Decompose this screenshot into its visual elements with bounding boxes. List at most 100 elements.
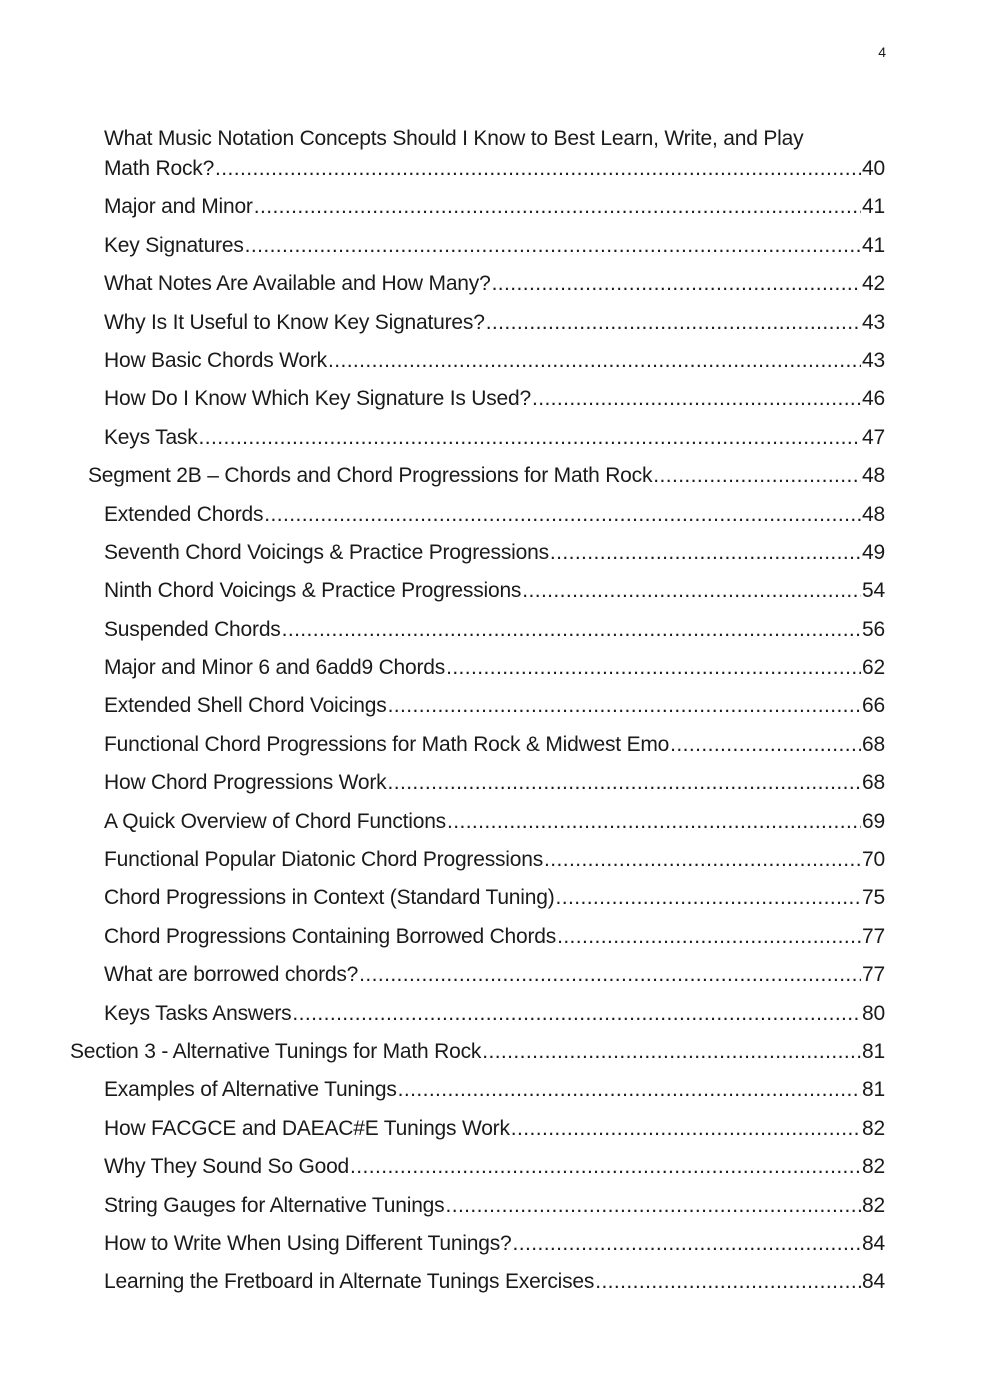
toc-entry-page: 82 — [862, 1116, 885, 1140]
dot-leader — [245, 231, 861, 261]
toc-entry[interactable]: How Basic Chords Work 43 — [104, 346, 885, 376]
dot-leader — [282, 615, 861, 645]
dot-leader — [511, 1114, 861, 1144]
dot-leader — [670, 730, 861, 760]
toc-entry-page: 81 — [862, 1078, 885, 1102]
toc-entry[interactable]: Keys Task 47 — [104, 423, 885, 453]
toc-entry[interactable]: Functional Popular Diatonic Chord Progre… — [104, 845, 885, 875]
toc-entry-page: 70 — [862, 848, 885, 872]
toc-entry[interactable]: Examples of Alternative Tunings 81 — [104, 1075, 885, 1105]
toc-entry[interactable]: Why Is It Useful to Know Key Signatures?… — [104, 308, 885, 338]
dot-leader — [447, 807, 861, 837]
toc-entry[interactable]: How to Write When Using Different Tuning… — [104, 1229, 885, 1259]
toc-entry-page: 81 — [862, 1039, 885, 1063]
toc-entry-title: Extended Chords — [104, 502, 264, 526]
toc-entry-title: Major and Minor 6 and 6add9 Chords — [104, 656, 446, 680]
dot-leader — [556, 883, 862, 913]
dot-leader — [264, 500, 861, 530]
dot-leader — [398, 1075, 861, 1105]
dot-leader — [653, 461, 861, 491]
toc-entry-title: Chord Progressions in Context (Standard … — [104, 886, 555, 910]
toc-entry[interactable]: How FACGCE and DAEAC#E Tunings Work 82 — [104, 1114, 885, 1144]
toc-entry-title: Math Rock? — [104, 157, 215, 180]
toc-entry-title: String Gauges for Alternative Tunings — [104, 1193, 445, 1217]
toc-entry-page: 82 — [862, 1155, 885, 1179]
toc-entry-page: 75 — [862, 886, 885, 910]
toc-entry[interactable]: Ninth Chord Voicings & Practice Progress… — [104, 576, 885, 606]
dot-leader — [445, 1191, 861, 1221]
toc-entry-page: 43 — [862, 348, 885, 372]
toc-entry-title: How Chord Progressions Work — [104, 771, 387, 795]
toc-entry-page: 62 — [862, 656, 885, 680]
toc-entry-page: 41 — [862, 233, 885, 257]
toc-entry-title: How FACGCE and DAEAC#E Tunings Work — [104, 1116, 510, 1140]
toc-entry-title: Seventh Chord Voicings & Practice Progre… — [104, 540, 549, 564]
toc-entry-title: Why They Sound So Good — [104, 1155, 350, 1179]
toc-entry[interactable]: A Quick Overview of Chord Functions 69 — [104, 807, 885, 837]
toc-entry-page: 42 — [862, 272, 885, 296]
toc-entry[interactable]: Functional Chord Progressions for Math R… — [104, 730, 885, 760]
toc-entry[interactable]: Section 3 - Alternative Tunings for Math… — [70, 1037, 885, 1067]
toc-entry-page: 43 — [862, 310, 885, 334]
table-of-contents: What Music Notation Concepts Should I Kn… — [0, 124, 990, 1306]
toc-entry-page: 69 — [862, 809, 885, 833]
toc-entry[interactable]: What Music Notation Concepts Should I Kn… — [104, 124, 885, 184]
dot-leader — [513, 1229, 862, 1259]
toc-entry[interactable]: Key Signatures 41 — [104, 231, 885, 261]
dot-leader — [446, 653, 861, 683]
toc-entry-page: 49 — [862, 540, 885, 564]
dot-leader — [388, 691, 861, 721]
dot-leader — [595, 1267, 861, 1297]
toc-entry-title: Extended Shell Chord Voicings — [104, 694, 387, 718]
toc-entry-title: A Quick Overview of Chord Functions — [104, 809, 446, 833]
toc-entry[interactable]: What are borrowed chords? 77 — [104, 960, 885, 990]
toc-entry-page: 48 — [862, 502, 885, 526]
toc-entry[interactable]: What Notes Are Available and How Many? 42 — [104, 269, 885, 299]
toc-entry-page: 84 — [862, 1270, 885, 1294]
toc-entry[interactable]: Learning the Fretboard in Alternate Tuni… — [104, 1267, 885, 1297]
toc-entry[interactable]: Major and Minor 6 and 6add9 Chords 62 — [104, 653, 885, 683]
dot-leader — [522, 576, 861, 606]
toc-entry-title: What are borrowed chords? — [104, 963, 359, 987]
toc-entry-title: Learning the Fretboard in Alternate Tuni… — [104, 1270, 595, 1294]
toc-entry[interactable]: Chord Progressions in Context (Standard … — [104, 883, 885, 913]
toc-entry-title: Functional Chord Progressions for Math R… — [104, 732, 670, 756]
toc-entry[interactable]: Keys Tasks Answers 80 — [104, 999, 885, 1029]
toc-entry-page: 40 — [862, 157, 885, 180]
toc-entry[interactable]: Extended Shell Chord Voicings 66 — [104, 691, 885, 721]
toc-entry[interactable]: Major and Minor 41 — [104, 192, 885, 222]
dot-leader — [199, 423, 862, 453]
toc-entry[interactable]: String Gauges for Alternative Tunings 82 — [104, 1191, 885, 1221]
dot-leader — [486, 308, 861, 338]
toc-entry-title: How Do I Know Which Key Signature Is Use… — [104, 387, 531, 411]
dot-leader — [387, 768, 861, 798]
toc-entry[interactable]: Suspended Chords 56 — [104, 615, 885, 645]
toc-entry[interactable]: How Do I Know Which Key Signature Is Use… — [104, 384, 885, 414]
toc-entry-page: 68 — [862, 732, 885, 756]
toc-entry[interactable]: Why They Sound So Good 82 — [104, 1152, 885, 1182]
dot-leader — [254, 192, 861, 222]
toc-entry-page: 48 — [862, 464, 885, 488]
toc-entry[interactable]: Seventh Chord Voicings & Practice Progre… — [104, 538, 885, 568]
dot-leader — [350, 1152, 861, 1182]
toc-entry-title: Why Is It Useful to Know Key Signatures? — [104, 310, 485, 334]
toc-entry-title: What Notes Are Available and How Many? — [104, 272, 491, 296]
dot-leader — [215, 154, 861, 184]
dot-leader — [359, 960, 861, 990]
toc-entry[interactable]: Segment 2B – Chords and Chord Progressio… — [88, 461, 885, 491]
page-number: 4 — [878, 44, 886, 60]
toc-entry-title: Keys Task — [104, 425, 198, 449]
toc-entry[interactable]: Extended Chords 48 — [104, 500, 885, 530]
toc-entry-title: Examples of Alternative Tunings — [104, 1078, 397, 1102]
toc-entry[interactable]: Chord Progressions Containing Borrowed C… — [104, 922, 885, 952]
dot-leader — [292, 999, 861, 1029]
dot-leader — [532, 384, 861, 414]
toc-entry-title: Section 3 - Alternative Tunings for Math… — [70, 1039, 482, 1063]
toc-entry-page: 77 — [862, 924, 885, 948]
toc-entry-page: 82 — [862, 1193, 885, 1217]
toc-entry[interactable]: How Chord Progressions Work 68 — [104, 768, 885, 798]
toc-entry-title: Keys Tasks Answers — [104, 1001, 292, 1025]
toc-entry-title: Chord Progressions Containing Borrowed C… — [104, 924, 557, 948]
toc-entry-page: 66 — [862, 694, 885, 718]
toc-entry-title: Suspended Chords — [104, 617, 281, 641]
